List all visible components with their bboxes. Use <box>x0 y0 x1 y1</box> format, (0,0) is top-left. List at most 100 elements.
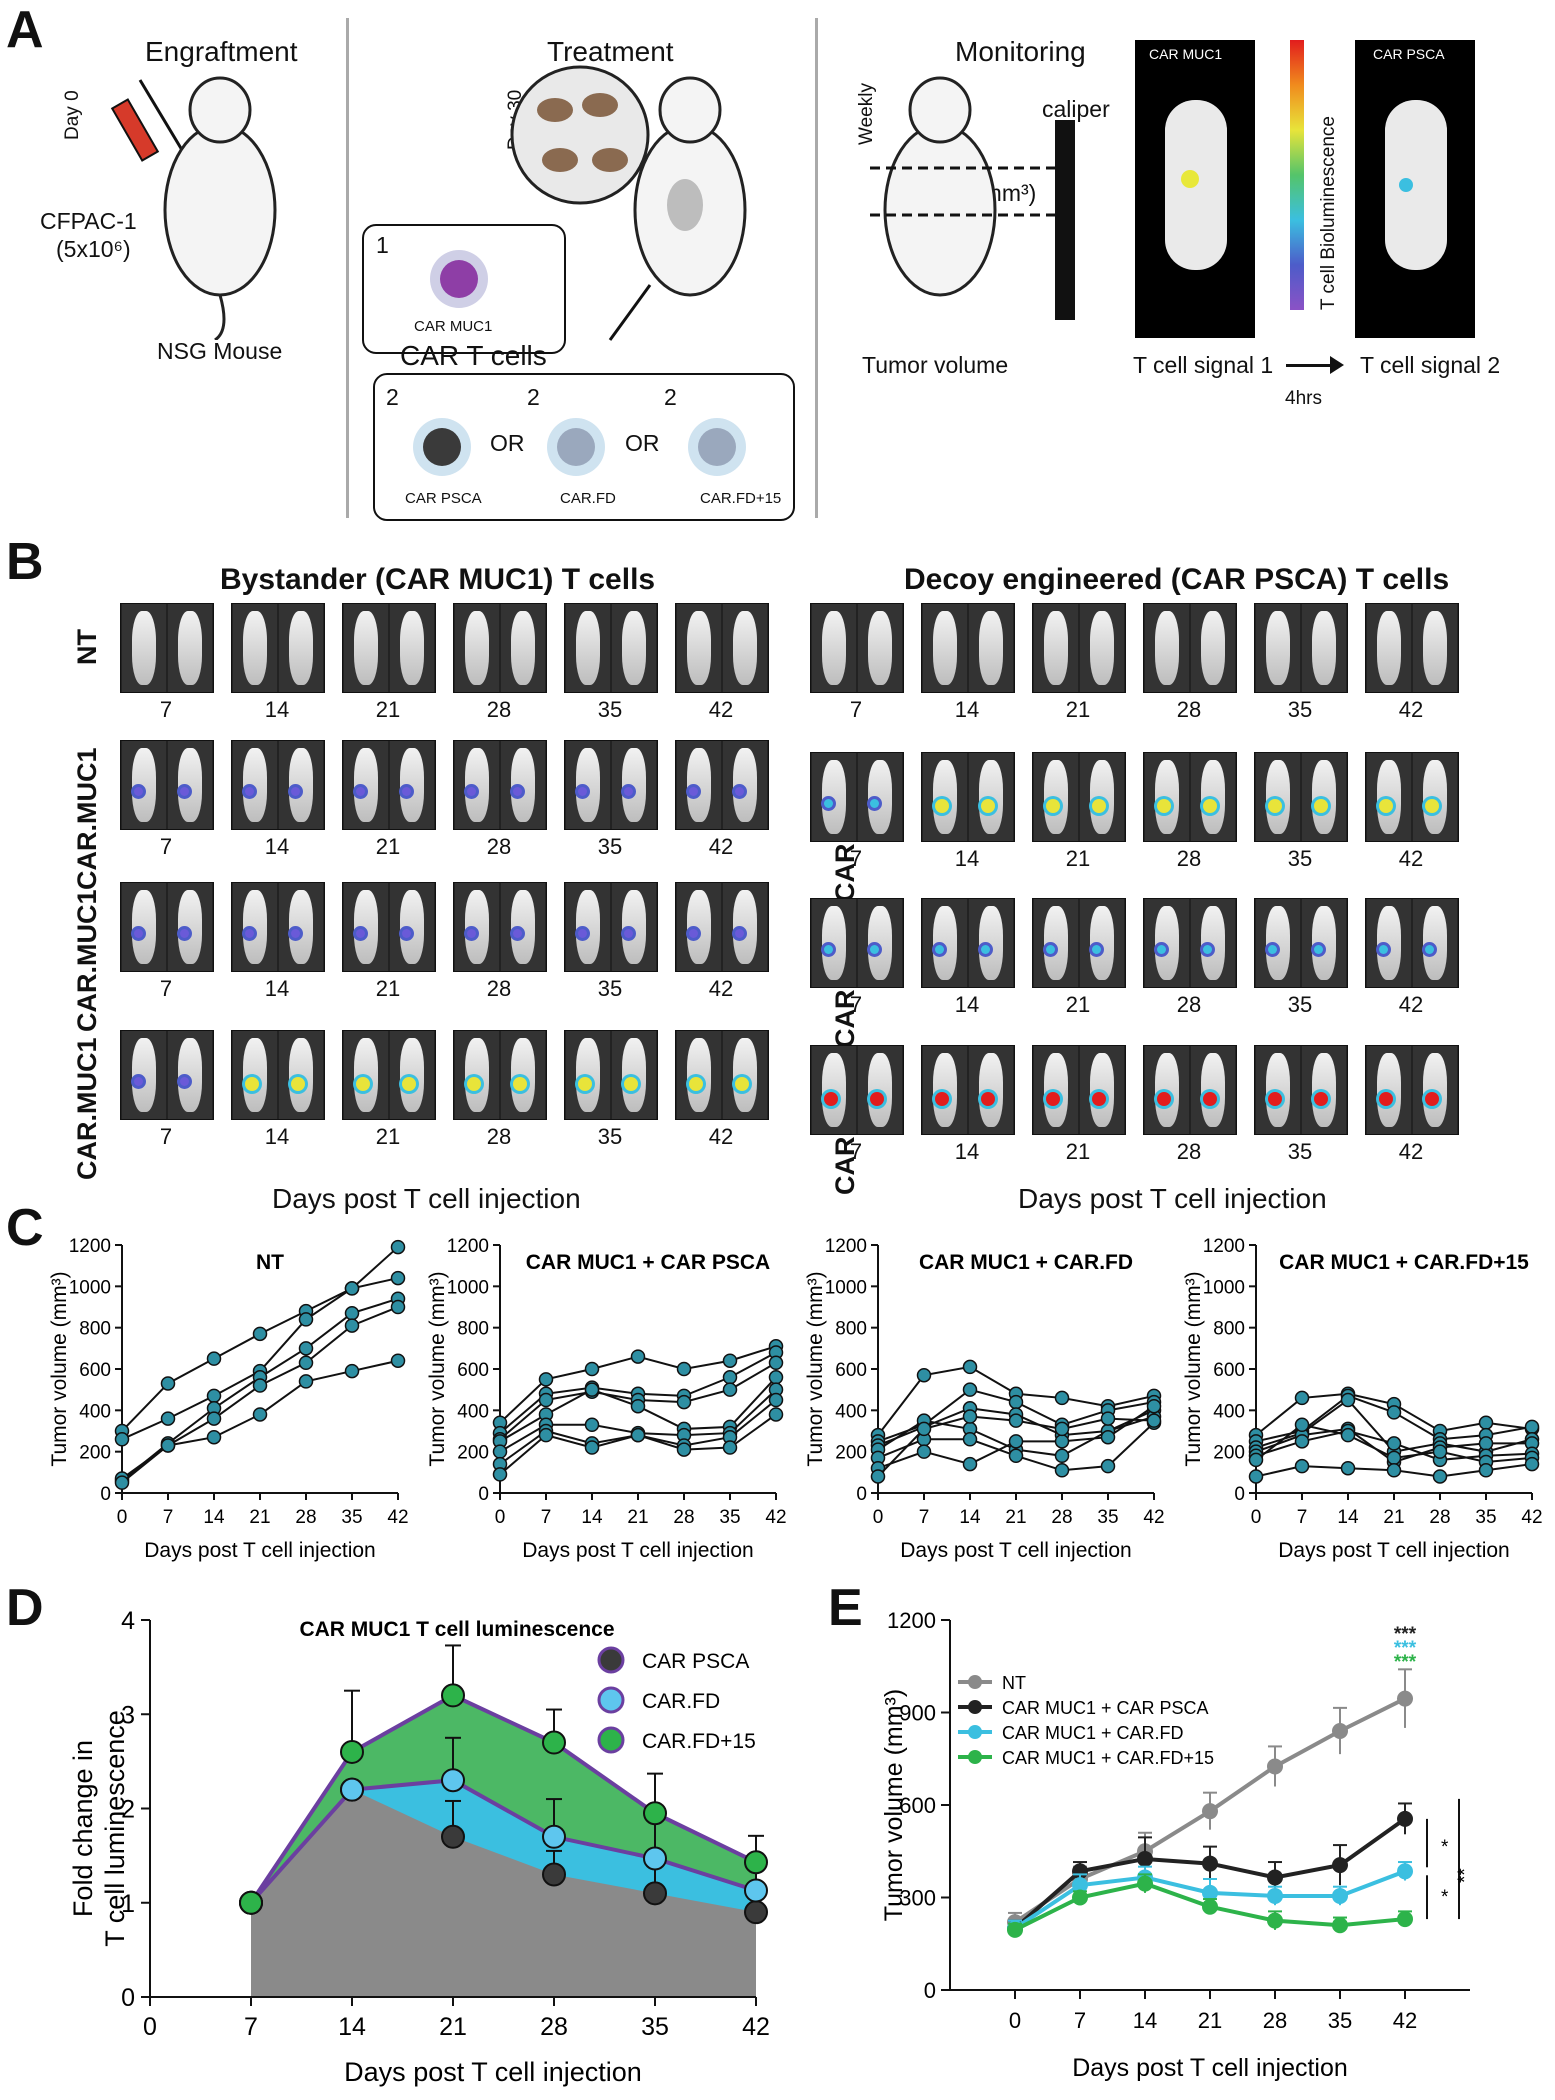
data-point <box>1267 1912 1283 1929</box>
data-point <box>584 1382 600 1397</box>
data-point <box>1397 1911 1413 1928</box>
bli-signal-spot <box>134 1076 144 1086</box>
data-point <box>1202 1884 1218 1901</box>
x-axis-label: Days post T cell injection <box>1072 2054 1348 2082</box>
bli-signal-spot <box>1425 1091 1440 1106</box>
x-tick-label: 42 <box>387 1507 408 1528</box>
y-tick-label: 0 <box>121 1984 135 2012</box>
bli-image-car-muc1: CAR MUC1 <box>1135 40 1255 338</box>
x-tick-label: 7 <box>1074 2008 1086 2033</box>
bli-mouse-image <box>1033 753 1079 841</box>
bli-signal-spot <box>467 786 477 796</box>
x-tick-label: 7 <box>163 1507 174 1528</box>
bli-image-pair <box>564 740 658 830</box>
y-tick-label: 1200 <box>69 1236 111 1257</box>
bli-mouse-image <box>857 753 903 841</box>
data-point <box>298 1312 314 1327</box>
mouse-silhouette <box>621 890 647 964</box>
bli-mouse-image <box>676 1031 722 1119</box>
y-tick-label: 300 <box>899 1886 936 1911</box>
x-axis-label: Days post T cell injection <box>900 1539 1132 1562</box>
data-point <box>538 1392 554 1408</box>
bli-mouse-image <box>1190 753 1236 841</box>
x-tick-label: 0 <box>1251 1507 1262 1528</box>
legend-marker <box>968 1725 982 1739</box>
data-point <box>1054 1448 1070 1464</box>
data-point <box>390 1299 406 1315</box>
bli-signal-spot <box>1092 798 1107 813</box>
mouse-silhouette <box>464 1038 490 1112</box>
bli-signal-spot <box>1379 798 1394 813</box>
mouse-silhouette <box>1043 1053 1069 1127</box>
bli-signal-spot <box>935 1091 950 1106</box>
data-point <box>1008 1394 1024 1410</box>
x-tick-label: 14 <box>1133 2008 1157 2033</box>
bli-signal-spot <box>1157 1091 1172 1106</box>
mouse-silhouette <box>131 748 157 822</box>
engraftment-cell-line: CFPAC-1 <box>40 208 137 234</box>
mouse-silhouette <box>353 748 379 822</box>
x-tick-label: 21 <box>1198 2008 1222 2033</box>
x-axis-label: Days post T cell injection <box>344 2057 642 2087</box>
y-tick-label: 600 <box>1213 1360 1245 1381</box>
bli-image-pair <box>675 1030 769 1120</box>
monitoring-mouse-illustration <box>870 76 1075 320</box>
data-point <box>344 1281 360 1296</box>
x-tick-label: 28 <box>673 1507 694 1528</box>
group1-label: CAR MUC1 <box>414 318 493 335</box>
bli-image-pair <box>342 1030 436 1120</box>
mouse-silhouette <box>978 1053 1004 1127</box>
mouse-silhouette <box>1376 611 1402 685</box>
bli-mouse-image <box>232 604 278 692</box>
bli-image-pair <box>1365 603 1459 693</box>
panel-b-day-label: 21 <box>375 834 401 859</box>
data-point <box>538 1427 554 1443</box>
mouse-silhouette <box>867 1053 893 1127</box>
engraftment-mouse-label: NSG Mouse <box>157 338 283 364</box>
panel-b-day-label: 28 <box>486 976 512 1001</box>
bli-mouse-image <box>454 741 500 829</box>
y-tick-label: 3 <box>121 1701 135 1729</box>
mouse-silhouette <box>932 906 958 980</box>
mouse-silhouette <box>177 611 203 685</box>
panel-b-day-label: 28 <box>486 697 512 722</box>
data-point <box>1386 1436 1402 1451</box>
y-axis-label: Tumor volume (mm³) <box>1182 1271 1205 1466</box>
bli-image-pair <box>1032 898 1126 988</box>
bli-mouse-image <box>1079 899 1125 987</box>
data-point <box>206 1429 222 1445</box>
area-car-psca <box>251 1789 756 1997</box>
mouse-silhouette <box>686 890 712 964</box>
bli-mouse-image <box>1033 604 1079 692</box>
bli-signal-spot <box>134 786 144 796</box>
y-tick-label: 800 <box>79 1319 111 1340</box>
x-tick-label: 28 <box>295 1507 316 1528</box>
bli-mouse-image <box>278 741 324 829</box>
data-point <box>1478 1436 1494 1451</box>
mouse-silhouette <box>399 1038 425 1112</box>
data-point <box>1397 1863 1413 1880</box>
data-point <box>206 1388 222 1404</box>
mouse-silhouette <box>821 760 847 834</box>
panel-b-left-xlabel: Days post T cell injection <box>272 1183 581 1214</box>
data-point <box>492 1467 508 1482</box>
mouse-silhouette <box>353 890 379 964</box>
panel-b-day-label: 42 <box>708 697 734 722</box>
data-point <box>744 1850 768 1875</box>
bli-signal-spot <box>981 944 991 954</box>
data-point <box>1248 1452 1264 1468</box>
y-tick-label: 200 <box>835 1443 867 1464</box>
panel-letter-a: A <box>6 1 44 59</box>
option-car-psca: CAR PSCA <box>405 490 482 507</box>
mouse-silhouette <box>732 611 758 685</box>
bli-image-pair <box>810 752 904 842</box>
bli-image-pair <box>921 1045 1015 1135</box>
panel-b-day-label: 35 <box>597 697 623 722</box>
data-point <box>643 1846 667 1871</box>
bli-mouse-image <box>611 741 657 829</box>
mouse-silhouette <box>1043 906 1069 980</box>
legend-marker <box>597 1646 625 1674</box>
bli-signal-spot <box>735 1076 750 1091</box>
panel-b-day-label: 35 <box>597 1124 623 1149</box>
or-label-1: OR <box>490 430 525 456</box>
